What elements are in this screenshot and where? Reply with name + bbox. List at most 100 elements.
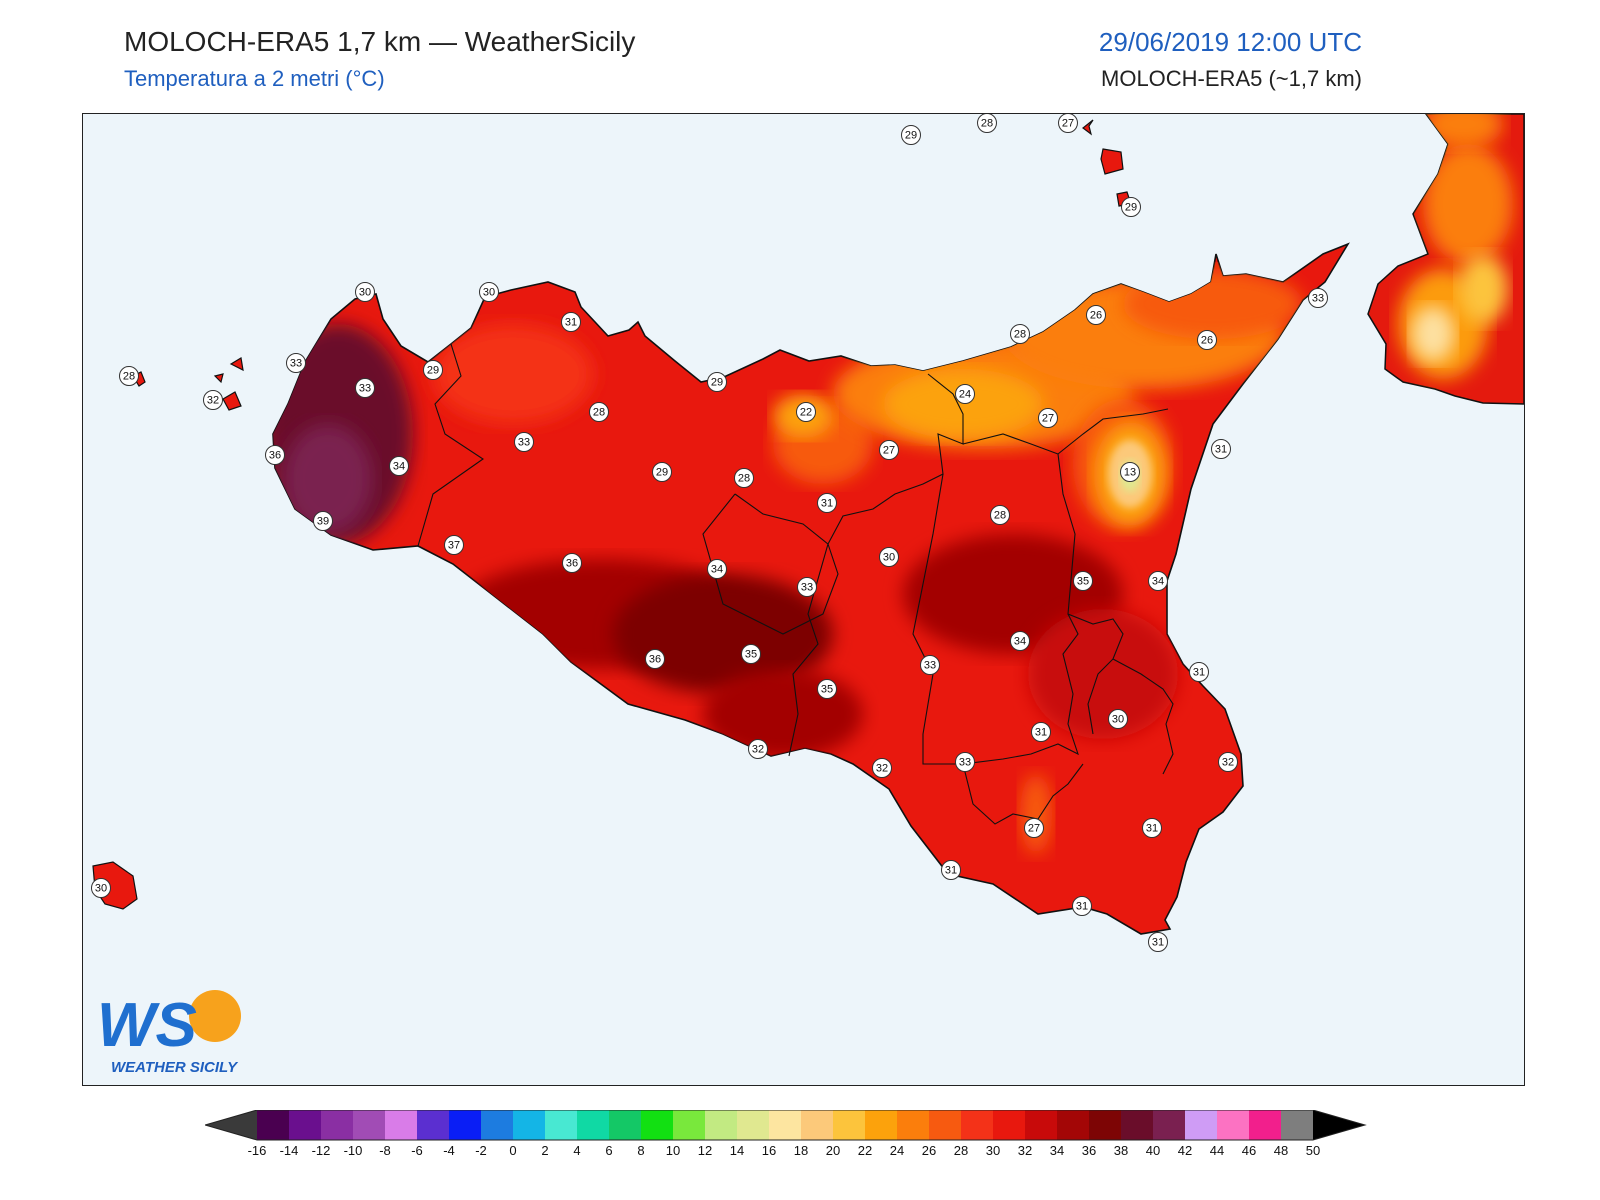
colorbar-tick-label: 14 [730, 1143, 744, 1158]
aegadian-islands [132, 357, 244, 411]
station-label: 29 [901, 125, 921, 145]
station-label: 33 [286, 353, 306, 373]
station-label: 28 [589, 402, 609, 422]
aeolian-islands [1082, 119, 1132, 207]
colorbar-block [673, 1110, 705, 1140]
station-label: 35 [1073, 571, 1093, 591]
colorbar-block [545, 1110, 577, 1140]
station-label: 28 [990, 505, 1010, 525]
station-label: 30 [91, 878, 111, 898]
colorbar-tick-label: 12 [698, 1143, 712, 1158]
svg-text:36: 36 [269, 450, 281, 462]
svg-text:30: 30 [95, 883, 107, 895]
station-label: 32 [748, 739, 768, 759]
colorbar-tick-label: 6 [605, 1143, 612, 1158]
svg-text:33: 33 [359, 383, 371, 395]
svg-text:31: 31 [565, 317, 577, 329]
svg-text:32: 32 [876, 763, 888, 775]
colorbar-block [449, 1110, 481, 1140]
svg-text:30: 30 [883, 552, 895, 564]
colorbar-block [1089, 1110, 1121, 1140]
colorbar-tick-label: -10 [344, 1143, 363, 1158]
colorbar-tick-label: -6 [411, 1143, 423, 1158]
svg-text:33: 33 [801, 582, 813, 594]
colorbar-block [289, 1110, 321, 1140]
colorbar-tick-label: 10 [666, 1143, 680, 1158]
station-label: 29 [1121, 197, 1141, 217]
station-label: 33 [797, 577, 817, 597]
colorbar-block [1281, 1110, 1313, 1140]
station-label: 31 [561, 312, 581, 332]
station-label: 33 [355, 378, 375, 398]
svg-text:34: 34 [393, 461, 405, 473]
colorbar-tick-label: 40 [1146, 1143, 1160, 1158]
station-label: 27 [1038, 408, 1058, 428]
colorbar-block [705, 1110, 737, 1140]
svg-text:34: 34 [711, 564, 723, 576]
svg-text:33: 33 [959, 757, 971, 769]
station-label: 37 [444, 535, 464, 555]
colorbar-tick-label: 48 [1274, 1143, 1288, 1158]
svg-text:24: 24 [959, 389, 971, 401]
station-label: 28 [1010, 324, 1030, 344]
temperature-colorbar: -16 -14 -12 -10 -8 -6 -4 -2 0 2 4 6 8 10 12 14 16 18 20 22 2… [205, 1110, 1367, 1158]
svg-text:39: 39 [317, 516, 329, 528]
colorbar-tick-label: 26 [922, 1143, 936, 1158]
station-label: 27 [1058, 114, 1078, 133]
svg-text:27: 27 [1028, 823, 1040, 835]
map-subtitle: Temperatura a 2 metri (°C) [124, 66, 385, 91]
colorbar-block [993, 1110, 1025, 1140]
colorbar-block [481, 1110, 513, 1140]
station-label: 31 [1189, 662, 1209, 682]
station-label: 35 [741, 644, 761, 664]
station-label: 32 [1218, 752, 1238, 772]
colorbar-high-arrow [1313, 1110, 1365, 1140]
station-label: 36 [265, 445, 285, 465]
station-label: 29 [707, 372, 727, 392]
station-label: 30 [879, 547, 899, 567]
colorbar-tick-label: 8 [637, 1143, 644, 1158]
svg-text:28: 28 [123, 371, 135, 383]
colorbar-tick-label: -12 [312, 1143, 331, 1158]
station-label: 26 [1086, 305, 1106, 325]
station-label: 28 [734, 468, 754, 488]
colorbar-low-arrow [205, 1110, 257, 1140]
colorbar-block [1185, 1110, 1217, 1140]
colorbar-tick-label: -14 [280, 1143, 299, 1158]
svg-text:29: 29 [656, 467, 668, 479]
colorbar-block [321, 1110, 353, 1140]
svg-text:28: 28 [1014, 329, 1026, 341]
svg-text:33: 33 [518, 437, 530, 449]
station-label: 27 [879, 440, 899, 460]
station-label: 32 [203, 390, 223, 410]
colorbar-tick-label: 46 [1242, 1143, 1256, 1158]
station-label: 31 [1072, 896, 1092, 916]
station-label: 33 [955, 752, 975, 772]
colorbar-block [961, 1110, 993, 1140]
station-label: 33 [920, 655, 940, 675]
svg-text:33: 33 [1312, 293, 1324, 305]
logo-letters: WS [97, 991, 197, 1060]
weather-sicily-logo: WS WEATHER SICILY [97, 984, 257, 1079]
svg-text:34: 34 [1152, 576, 1164, 588]
colorbar-tick-label: 2 [541, 1143, 548, 1158]
colorbar-tick-label: 30 [986, 1143, 1000, 1158]
colorbar-block [1249, 1110, 1281, 1140]
colorbar-block [385, 1110, 417, 1140]
temperature-map[interactable]: 29 28 27 29 30 30 31 33 26 26 28 33 29 28 32 33 29 24 28 22… [82, 113, 1525, 1086]
svg-text:30: 30 [483, 287, 495, 299]
colorbar-block [929, 1110, 961, 1140]
station-label: 31 [1142, 818, 1162, 838]
station-label: 34 [707, 559, 727, 579]
svg-text:28: 28 [593, 407, 605, 419]
svg-text:36: 36 [566, 558, 578, 570]
province-boundaries [417, 343, 1174, 825]
colorbar-block [513, 1110, 545, 1140]
svg-text:31: 31 [1193, 667, 1205, 679]
colorbar-block [609, 1110, 641, 1140]
colorbar-block [1217, 1110, 1249, 1140]
svg-text:27: 27 [1062, 118, 1074, 130]
svg-text:33: 33 [924, 660, 936, 672]
colorbar-block [257, 1110, 289, 1140]
svg-text:28: 28 [994, 510, 1006, 522]
